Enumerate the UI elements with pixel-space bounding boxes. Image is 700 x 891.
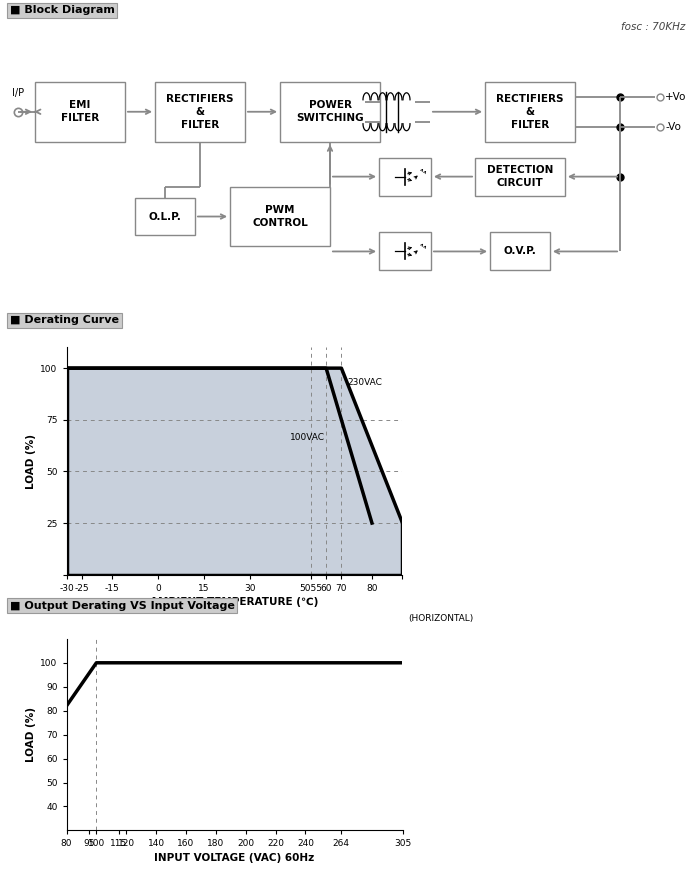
Bar — [155, 82, 245, 142]
Text: 230VAC: 230VAC — [347, 378, 382, 387]
Text: RECTIFIERS
&
FILTER: RECTIFIERS & FILTER — [167, 94, 234, 130]
Text: -Vo: -Vo — [665, 122, 681, 132]
Bar — [379, 233, 431, 270]
Text: O.V.P.: O.V.P. — [503, 247, 536, 257]
Text: RECTIFIERS
&
FILTER: RECTIFIERS & FILTER — [496, 94, 564, 130]
Bar — [230, 186, 330, 247]
Text: I/P: I/P — [12, 88, 24, 98]
Text: (HORIZONTAL): (HORIZONTAL) — [409, 614, 474, 623]
Bar — [135, 198, 195, 235]
Text: ■ Output Derating VS Input Voltage: ■ Output Derating VS Input Voltage — [10, 601, 235, 610]
Text: ■ Derating Curve: ■ Derating Curve — [10, 315, 119, 325]
Text: 100VAC: 100VAC — [290, 433, 325, 443]
Y-axis label: LOAD (%): LOAD (%) — [26, 434, 36, 488]
Text: PWM
CONTROL: PWM CONTROL — [252, 205, 308, 228]
Bar — [280, 82, 380, 142]
Bar — [379, 158, 431, 195]
Text: POWER
SWITCHING: POWER SWITCHING — [296, 100, 364, 123]
Bar — [475, 158, 565, 195]
Polygon shape — [66, 368, 402, 575]
Text: DETECTION
CIRCUIT: DETECTION CIRCUIT — [486, 165, 553, 188]
Text: +Vo: +Vo — [665, 92, 687, 102]
X-axis label: AMBIENT TEMPERATURE (℃): AMBIENT TEMPERATURE (℃) — [150, 597, 318, 607]
Text: EMI
FILTER: EMI FILTER — [61, 100, 99, 123]
Text: O.L.P.: O.L.P. — [148, 211, 181, 222]
Y-axis label: LOAD (%): LOAD (%) — [26, 707, 36, 762]
Text: ■ Block Diagram: ■ Block Diagram — [10, 5, 115, 15]
Bar — [485, 82, 575, 142]
X-axis label: INPUT VOLTAGE (VAC) 60Hz: INPUT VOLTAGE (VAC) 60Hz — [155, 853, 314, 862]
Bar — [490, 233, 550, 270]
Text: fosc : 70KHz: fosc : 70KHz — [621, 22, 685, 32]
Bar — [35, 82, 125, 142]
